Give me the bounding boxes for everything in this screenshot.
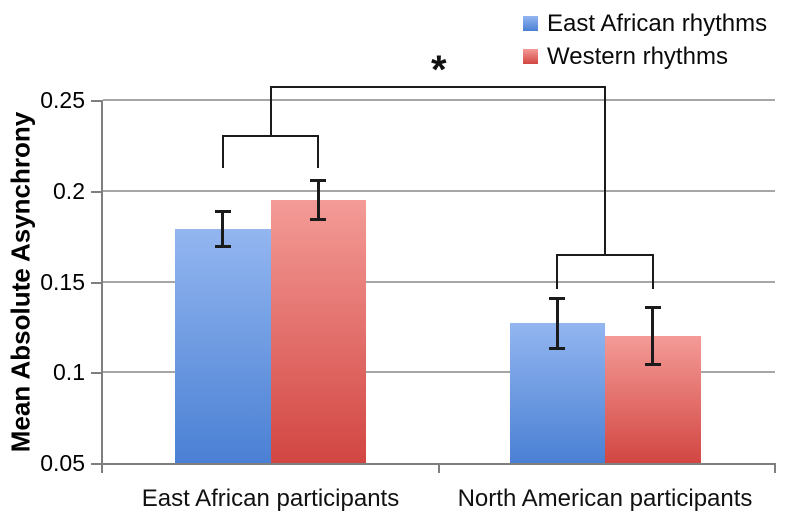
error-bar-stem	[316, 179, 320, 220]
y-tick-label: 0.2	[53, 177, 85, 204]
significance-asterisk: *	[430, 48, 447, 92]
gridline	[103, 189, 775, 192]
y-axis-line	[101, 100, 103, 465]
error-bar-cap-bottom	[310, 217, 327, 221]
y-tick-label: 0.05	[40, 449, 85, 476]
error-bar-cap-bottom	[644, 362, 661, 366]
y-tick-label: 0.25	[40, 86, 85, 113]
error-bar-cap-top	[549, 296, 566, 300]
y-tick-label: 0.1	[53, 359, 85, 386]
x-tick-mark	[438, 463, 440, 473]
sig-bracket-group1-left-leg	[221, 135, 224, 168]
sig-bracket-group2	[556, 254, 654, 256]
y-tick-label: 0.15	[40, 268, 85, 295]
y-tick-mark	[91, 190, 101, 193]
error-bar-cap-bottom	[549, 346, 566, 350]
bar-blue-group1	[175, 228, 271, 463]
sig-bracket-group1	[221, 135, 320, 137]
legend: East African rhythms Western rhythms	[523, 7, 767, 73]
sig-bracket-group2-left-leg	[556, 254, 559, 289]
error-bar-stem	[221, 210, 225, 247]
x-tick-mark	[774, 463, 776, 473]
y-tick-mark	[91, 281, 101, 284]
x-category-label: East African participants	[141, 485, 400, 512]
sig-bracket-group1-right-leg	[317, 135, 320, 168]
y-tick-mark	[91, 463, 101, 465]
error-bar-cap-bottom	[214, 245, 231, 248]
y-tick-mark	[91, 100, 101, 102]
x-tick-mark	[101, 463, 103, 473]
x-category-label: North American participants	[457, 485, 753, 512]
legend-swatch-blue	[523, 16, 538, 31]
sig-bracket-group2-right-leg	[651, 254, 654, 289]
error-bar-stem	[651, 306, 655, 365]
legend-swatch-red	[523, 49, 538, 64]
sig-bracket-main-right-leg	[604, 86, 606, 256]
bar-red-group1	[270, 199, 366, 463]
gridline	[103, 99, 775, 101]
sig-bracket-main	[269, 86, 606, 88]
error-bar-cap-top	[644, 305, 661, 309]
gridline	[103, 371, 775, 374]
legend-item: East African rhythms	[523, 7, 767, 40]
gridline	[103, 280, 775, 283]
legend-label: East African rhythms	[547, 9, 768, 37]
legend-label: Western rhythms	[547, 42, 728, 70]
error-bar-stem	[555, 297, 559, 349]
error-bar-cap-top	[214, 209, 231, 213]
error-bar-cap-top	[310, 178, 327, 182]
y-tick-mark	[91, 372, 101, 375]
sig-bracket-main-left-leg	[269, 86, 272, 137]
legend-item: Western rhythms	[523, 40, 767, 73]
